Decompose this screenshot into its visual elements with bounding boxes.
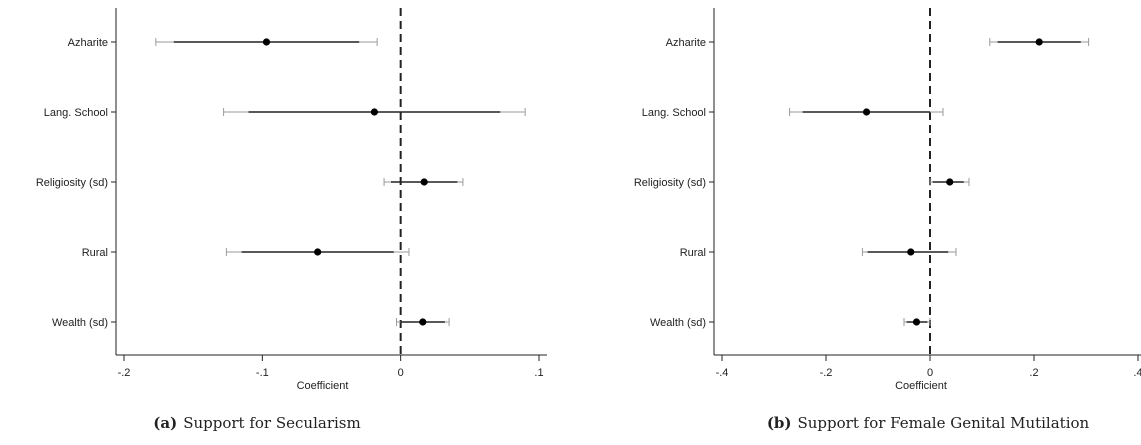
caption-title: Support for Female Genital Mutilation [798,414,1090,432]
x-axis-title: Coefficient [895,380,947,392]
panel-caption: (a) Support for Secularism [153,414,360,432]
x-tick-label: -.1 [256,367,269,379]
x-tick-label: -.2 [118,367,131,379]
y-tick-label: Rural [680,247,706,259]
x-tick-label: -.2 [820,367,833,379]
point-estimate [419,318,427,326]
point-estimate [946,178,954,186]
y-tick-label: Rural [82,247,108,259]
panel-label: (b) [767,414,792,432]
y-tick-label: Wealth (sd) [52,317,108,329]
point-estimate [314,248,322,256]
y-tick-label: Wealth (sd) [650,317,706,329]
y-tick-label: Azharite [666,37,706,49]
point-estimate [907,248,915,256]
panel-a: -.2 -.1 0 .1 Coefficient Azharite Lang. School… [36,8,547,432]
panel-caption: (b) Support for Female Genital Mutilation [767,414,1090,432]
x-tick-label: .2 [1029,367,1038,379]
panel-b: -.4 -.2 0 .2 .4 Coefficient Azharite Lang. Scho… [634,8,1141,432]
point-estimate [1035,38,1043,46]
y-tick-label: Lang. School [642,107,706,119]
y-tick-label: Lang. School [44,107,108,119]
caption-title: Support for Secularism [183,414,361,432]
x-tick-label: 0 [927,367,933,379]
x-tick-label: 0 [398,367,404,379]
point-estimate [862,108,871,116]
y-tick-label: Religiosity (sd) [634,177,706,189]
point-estimate [420,178,428,186]
y-tick-label: Religiosity (sd) [36,177,108,189]
x-tick-label: .1 [534,367,543,379]
x-tick-label: -.4 [716,367,729,379]
point-estimate [262,38,271,46]
x-axis-title: Coefficient [297,380,349,392]
point-estimate [370,108,378,116]
panel-label: (a) [153,414,177,432]
point-estimate [912,318,921,326]
x-tick-label: .4 [1133,367,1141,379]
y-tick-label: Azharite [68,37,108,49]
